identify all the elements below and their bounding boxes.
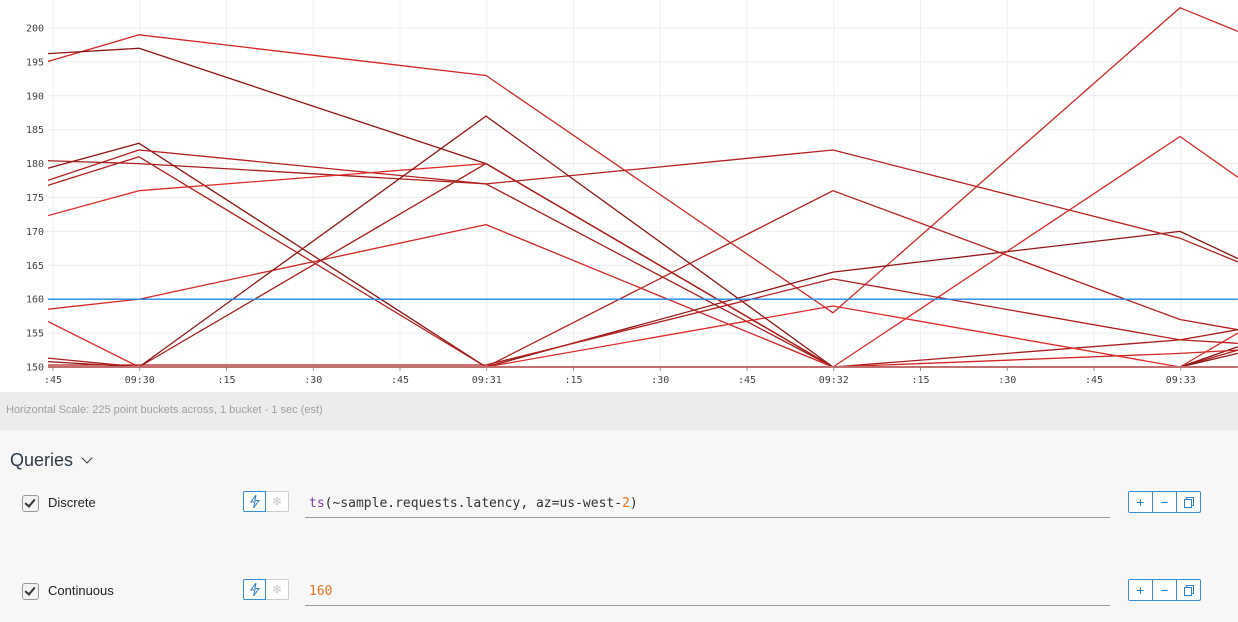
query-args: (~sample.requests.latency, az=us-west- [324,496,623,511]
lightning-icon[interactable] [243,491,266,512]
x-tick-label: :30 [304,375,322,386]
y-tick-label: 190 [26,91,44,102]
y-tick-label: 185 [26,125,44,136]
query-number: 160 [309,584,333,599]
y-tick-label: 165 [26,261,44,272]
copy-query-button[interactable] [1176,579,1201,601]
y-tick-label: 170 [26,227,44,238]
latency-chart: 150 155 160 165 170 175 180 185 190 195 200 :45 09:3… [26,0,1238,386]
query-name-continuous: Continuous [48,583,114,598]
series-line-discrete [48,278,1238,366]
query-actions-discrete: + − [1128,491,1201,513]
series-line-discrete [48,142,1238,368]
x-tick-label: :45 [738,375,756,386]
series-line-discrete [48,160,1238,368]
y-tick-label: 200 [26,24,44,35]
add-query-button[interactable]: + [1128,579,1153,601]
x-tick-label: :45 [44,375,62,386]
query-checkbox-continuous[interactable] [22,583,39,600]
gear-icon[interactable]: ✻ [266,491,289,512]
x-tick-label: 09:32 [819,375,849,386]
query-actions-continuous: + − [1128,579,1201,601]
series-line-discrete [48,149,1238,263]
y-tick-label: 195 [26,57,44,68]
x-tick-label: :15 [564,375,582,386]
query-close: ) [629,496,638,511]
x-tick-label: :15 [911,375,929,386]
y-tick-label: 160 [26,295,44,306]
add-query-button[interactable]: + [1128,491,1153,513]
query-row-discrete: Discrete ✻ ts(~sample.requests.latency, … [0,486,1238,526]
series-line-discrete [48,156,1238,368]
series-line-discrete [48,7,1238,314]
chevron-down-icon[interactable] [81,452,93,464]
query-checkbox-discrete[interactable] [22,495,39,512]
copy-query-button[interactable] [1176,491,1201,513]
query-input-continuous[interactable]: 160 [305,578,1110,606]
query-row-continuous: Continuous ✻ 160 + − [0,574,1238,614]
series-group [48,7,1238,368]
x-tick-label: :30 [651,375,669,386]
y-tick-label: 155 [26,329,44,340]
gear-icon[interactable]: ✻ [266,579,289,600]
x-tick-label: 09:33 [1166,375,1196,386]
x-tick-label: 09:31 [472,375,502,386]
x-tick-label: 09:30 [125,375,155,386]
query-input-discrete[interactable]: ts(~sample.requests.latency, az=us-west-… [305,490,1110,518]
queries-header[interactable]: Queries [10,450,93,471]
query-name-discrete: Discrete [48,495,96,510]
y-tick-label: 150 [26,363,44,374]
remove-query-button[interactable]: − [1152,579,1177,601]
query-tools-discrete: ✻ [243,491,289,512]
remove-query-button[interactable]: − [1152,491,1177,513]
chart-area: 150 155 160 165 170 175 180 185 190 195 200 :45 09:3… [25,0,1238,386]
copy-icon [1184,585,1194,596]
x-tick-label: :30 [998,375,1016,386]
x-tick-label: :45 [1085,375,1103,386]
series-line-discrete [48,305,1238,368]
series-line-discrete [48,223,1238,368]
horizontal-scale-text: Horizontal Scale: 225 point buckets acro… [6,404,323,416]
y-tick-label: 180 [26,159,44,170]
query-tools-continuous: ✻ [243,579,289,600]
queries-panel: Queries Discrete ✻ ts(~sample.requests.l… [0,430,1238,622]
x-tick-label: :15 [217,375,235,386]
query-number: 2 [622,496,630,511]
y-tick-label: 175 [26,193,44,204]
copy-icon [1184,497,1194,508]
x-tick-label: :45 [391,375,409,386]
lightning-icon[interactable] [243,579,266,600]
query-function: ts [309,496,325,511]
queries-title: Queries [10,450,74,470]
horizontal-scale-bar: Horizontal Scale: 225 point buckets acro… [0,392,1238,430]
